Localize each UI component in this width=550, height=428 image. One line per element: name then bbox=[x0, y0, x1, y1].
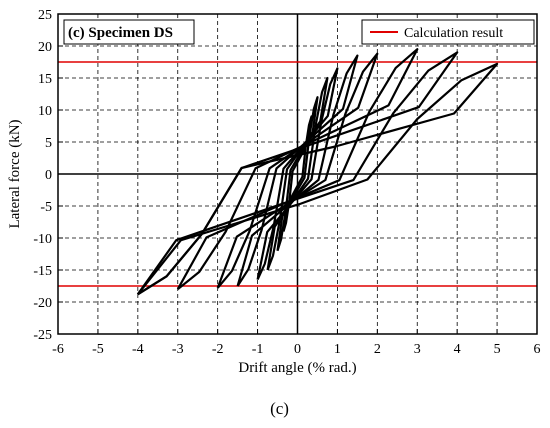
y-tick-label: 25 bbox=[38, 8, 52, 23]
y-tick-label: 10 bbox=[38, 104, 52, 119]
x-tick-label: -4 bbox=[132, 342, 144, 357]
x-tick-label: -6 bbox=[52, 342, 64, 357]
x-axis-title: Drift angle (% rad.) bbox=[238, 360, 356, 376]
x-tick-label: 1 bbox=[334, 342, 341, 357]
y-tick-label: 5 bbox=[45, 136, 52, 151]
x-tick-label: -3 bbox=[172, 342, 184, 357]
y-tick-label: -5 bbox=[40, 200, 52, 215]
tick-labels: -6 -5 -4 -3 -2 -1 0 1 2 3 4 5 6-25-20-15-10-50510152… bbox=[33, 8, 540, 357]
x-tick-label: -5 bbox=[92, 342, 104, 357]
y-tick-label: -10 bbox=[33, 232, 52, 247]
x-tick-label: 2 bbox=[374, 342, 381, 357]
x-tick-label: 4 bbox=[454, 342, 461, 357]
x-tick-label: -1 bbox=[252, 342, 264, 357]
panel-label: (c) Specimen DS bbox=[68, 25, 173, 41]
y-tick-label: 20 bbox=[38, 40, 52, 55]
calculation-result-lines bbox=[58, 61, 537, 287]
y-tick-label: -15 bbox=[33, 264, 52, 279]
y-tick-label: -25 bbox=[33, 328, 52, 343]
figure-caption: (c) bbox=[270, 399, 289, 418]
y-axis-title: Lateral force (kN) bbox=[7, 119, 23, 228]
y-tick-label: 0 bbox=[45, 168, 52, 183]
panel-label-box bbox=[63, 19, 195, 45]
hysteresis-curves bbox=[136, 48, 499, 296]
ticks bbox=[57, 13, 538, 335]
x-tick-label: -2 bbox=[212, 342, 224, 357]
y-tick-label: 15 bbox=[38, 72, 52, 87]
legend: Calculation result bbox=[361, 19, 535, 45]
x-tick-label: 5 bbox=[494, 342, 501, 357]
legend-label-calculation: Calculation result bbox=[404, 26, 503, 41]
y-tick-label: -20 bbox=[33, 296, 52, 311]
x-tick-label: 6 bbox=[534, 342, 541, 357]
zero-axes bbox=[58, 14, 537, 334]
hysteresis-loop-9 bbox=[136, 62, 499, 296]
x-tick-label: 0 bbox=[294, 342, 301, 357]
x-tick-label: 3 bbox=[414, 342, 421, 357]
